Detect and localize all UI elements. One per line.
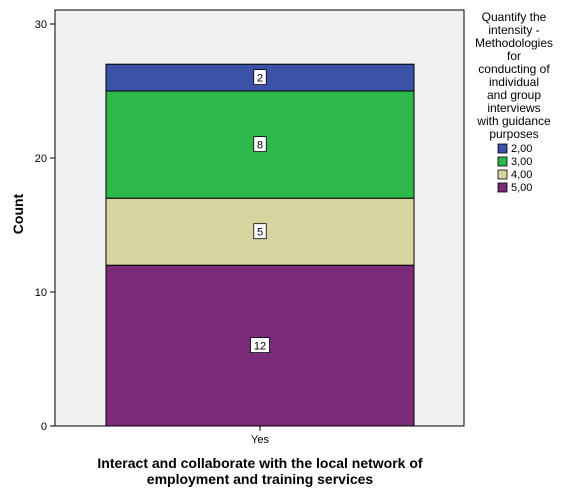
legend-title-line: and group xyxy=(487,88,541,102)
legend: Quantify the intensity -Methodologies for c… xyxy=(475,10,553,194)
legend-label-3-00: 3,00 xyxy=(511,156,532,168)
legend-label-2-00: 2,00 xyxy=(511,143,532,155)
legend-label-4-00: 4,00 xyxy=(511,169,532,181)
legend-title-line: interviews xyxy=(487,101,540,115)
data-labels: 12 5 8 2 xyxy=(250,69,270,354)
legend-title-line: individual xyxy=(489,75,539,89)
legend-swatch-5-00 xyxy=(497,182,508,193)
y-tick-label: 20 xyxy=(35,153,47,165)
x-axis-title-text: Interact and collaborate with the local … xyxy=(97,455,423,487)
legend-title-line: Methodologies xyxy=(475,36,553,50)
legend-title: Quantify the intensity -Methodologies for c… xyxy=(475,10,553,141)
data-label-5-00: 12 xyxy=(254,341,266,353)
legend-title-line: for xyxy=(507,49,521,63)
data-label-box xyxy=(253,136,267,153)
legend-title-line: purposes xyxy=(489,127,538,141)
y-tick-label: 30 xyxy=(35,19,47,31)
y-axis: 0 10 20 30 xyxy=(35,19,55,433)
bar-stack xyxy=(105,63,415,427)
x-tick-label: Yes xyxy=(251,434,269,446)
legend-swatch-3-00 xyxy=(497,156,508,167)
legend-label-5-00: 5,00 xyxy=(511,182,532,194)
legend-swatch-4-00 xyxy=(497,169,508,180)
y-tick-label: 0 xyxy=(41,421,47,433)
data-label-box xyxy=(253,223,267,240)
data-label-box xyxy=(250,337,270,354)
legend-swatch-2-00 xyxy=(497,143,508,154)
x-axis-title: Interact and collaborate with the local … xyxy=(97,455,423,487)
legend-title-line: conducting of xyxy=(478,62,550,76)
data-label-box xyxy=(253,69,267,85)
legend-title-line: with guidance xyxy=(476,114,551,128)
data-label-2-00: 2 xyxy=(257,73,263,85)
data-label-3-00: 8 xyxy=(257,140,263,152)
y-tick-label: 10 xyxy=(35,287,47,299)
legend-title-line: Quantify the xyxy=(482,10,547,24)
x-axis: Yes xyxy=(251,426,269,446)
x-axis-title-line: employment and training services xyxy=(147,471,374,487)
legend-title-line: intensity - xyxy=(488,23,539,37)
y-axis-title: Count xyxy=(10,193,26,234)
data-label-4-00: 5 xyxy=(257,227,263,239)
x-axis-title-line: Interact and collaborate with the local … xyxy=(97,455,423,471)
